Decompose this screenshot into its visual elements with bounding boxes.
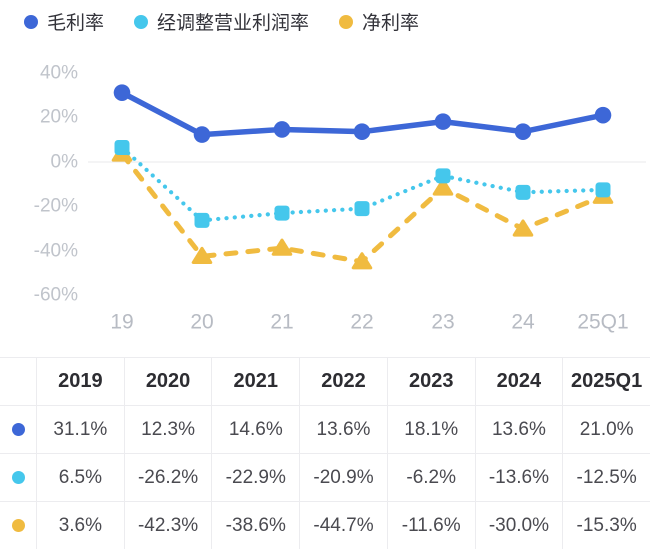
table-cell: -11.6% — [386, 502, 475, 549]
triangle-marker — [191, 246, 213, 265]
x-tick-label: 19 — [110, 311, 133, 334]
series-dot-icon — [11, 471, 25, 484]
table-cell: 6.5% — [36, 454, 124, 501]
table-row-net-margin: 3.6% -42.3% -38.6% -44.7% -11.6% -30.0% … — [0, 502, 650, 549]
table-header-cell: 2021 — [211, 358, 299, 405]
legend-item-net-margin[interactable]: 净利率 — [339, 8, 419, 35]
table-cell: -15.3% — [562, 502, 650, 549]
circle-marker — [514, 123, 532, 140]
table-row-adjusted-operating-margin: 6.5% -26.2% -22.9% -20.9% -6.2% -13.6% -… — [0, 454, 650, 502]
y-tick-label: -20% — [34, 196, 78, 217]
table-header-cell: 2019 — [36, 358, 124, 405]
y-tick-label: -40% — [34, 241, 78, 262]
line-chart: 40% 20% 0% -20% -40% -60% 19 20 21 22 23… — [34, 63, 646, 334]
series-dot-icon — [11, 519, 25, 532]
series-marker-cell — [0, 502, 36, 549]
table-cell: -12.5% — [562, 454, 650, 501]
x-tick-label: 24 — [511, 311, 535, 334]
square-marker — [194, 212, 210, 228]
square-marker — [274, 205, 290, 221]
circle-marker — [434, 113, 452, 130]
legend-item-adjusted-operating-margin[interactable]: 经调整营业利润率 — [134, 8, 309, 35]
table-cell: 31.1% — [36, 406, 124, 453]
data-table: 2019 2020 2021 2022 2023 2024 2025Q1 31.… — [0, 357, 650, 549]
square-marker — [354, 201, 370, 217]
triangle-marker — [271, 238, 293, 256]
table-cell: -38.6% — [211, 502, 299, 549]
table-cell: -6.2% — [386, 454, 475, 501]
x-tick-label: 20 — [190, 311, 213, 334]
legend-dot-icon — [339, 14, 354, 29]
table-cell: -30.0% — [474, 502, 563, 549]
triangle-marker — [351, 252, 373, 270]
y-tick-label: 20% — [40, 107, 78, 128]
y-tick-label: -60% — [34, 285, 78, 306]
table-cell: 18.1% — [386, 406, 475, 453]
triangle-marker — [512, 219, 534, 237]
y-tick-label: 40% — [40, 63, 78, 84]
y-tick-label: 0% — [51, 152, 79, 173]
x-tick-label: 25Q1 — [577, 311, 628, 334]
table-header-row: 2019 2020 2021 2022 2023 2024 2025Q1 — [0, 358, 650, 406]
x-tick-label: 22 — [350, 311, 373, 334]
legend-label: 净利率 — [362, 13, 420, 34]
table-cell: -42.3% — [123, 502, 212, 549]
table-cell: 3.6% — [36, 502, 124, 549]
circle-marker — [273, 121, 291, 138]
table-cell: -13.6% — [474, 454, 563, 501]
table-header-cell: 2020 — [123, 358, 212, 405]
square-marker — [435, 168, 451, 184]
square-marker — [595, 182, 611, 198]
legend-dot-icon — [134, 14, 149, 29]
circle-marker — [353, 123, 371, 140]
square-marker — [515, 184, 531, 200]
table-cell: -44.7% — [299, 502, 387, 549]
legend-dot-icon — [24, 14, 38, 29]
table-header-cell: 2023 — [386, 358, 475, 405]
table-cell: 12.3% — [123, 406, 212, 453]
square-marker — [114, 140, 130, 156]
table-cell: 13.6% — [474, 406, 563, 453]
series-marker-cell — [0, 454, 36, 501]
table-header-cell: 2022 — [299, 358, 387, 405]
circle-marker — [193, 126, 211, 143]
circle-marker — [594, 106, 612, 124]
table-cell: 21.0% — [562, 406, 650, 453]
table-cell: 13.6% — [299, 406, 387, 453]
legend-label: 毛利率 — [47, 13, 105, 34]
x-tick-label: 21 — [270, 311, 293, 334]
table-cell: 14.6% — [211, 406, 299, 453]
circle-marker — [113, 84, 131, 101]
table-cell: -22.9% — [211, 454, 299, 501]
table-header-cell: 2025Q1 — [562, 358, 650, 405]
triangle-marker — [432, 178, 454, 196]
legend-label: 经调整营业利润率 — [157, 13, 310, 34]
table-cell: -26.2% — [123, 454, 212, 501]
chart-legend: 毛利率 经调整营业利润率 净利率 — [24, 8, 419, 35]
x-tick-label: 23 — [431, 311, 454, 334]
table-cell: -20.9% — [299, 454, 387, 501]
series-dot-icon — [11, 423, 25, 436]
plot-series-layer — [111, 84, 614, 270]
table-corner-cell — [0, 358, 36, 405]
legend-item-gross-margin[interactable]: 毛利率 — [24, 8, 104, 35]
table-header-cell: 2024 — [474, 358, 563, 405]
table-row-gross-margin: 31.1% 12.3% 14.6% 13.6% 18.1% 13.6% 21.0… — [0, 406, 650, 454]
series-marker-cell — [0, 406, 36, 453]
